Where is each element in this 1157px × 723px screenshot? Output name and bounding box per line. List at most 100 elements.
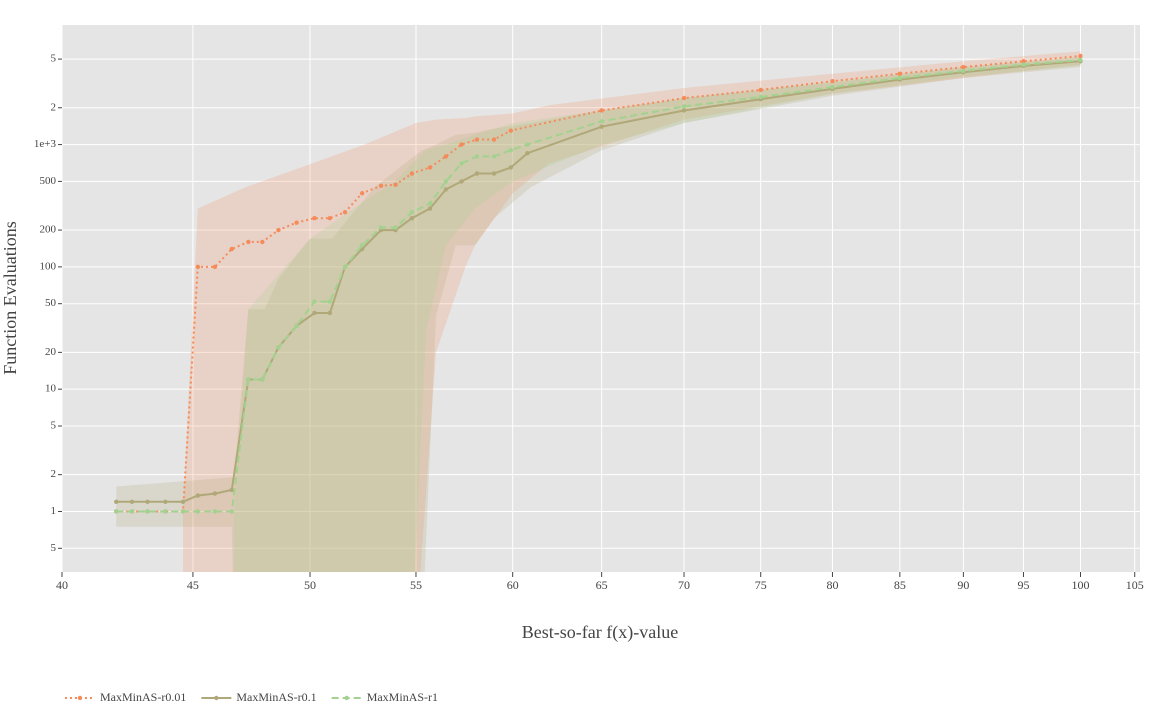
x-tick-label: 40 <box>56 578 68 592</box>
series-marker <box>409 209 415 215</box>
series-marker <box>897 71 903 76</box>
y-tick-label: 5 <box>51 542 57 554</box>
x-tick-label: 50 <box>304 578 316 592</box>
series-marker <box>961 64 966 70</box>
x-tick-label: 55 <box>410 578 422 592</box>
y-tick-label: 2 <box>51 468 57 480</box>
series-marker <box>129 509 135 514</box>
series-marker <box>312 310 317 316</box>
series-marker <box>427 165 433 170</box>
series-marker <box>681 108 687 113</box>
series-marker <box>229 487 234 493</box>
series-marker <box>114 499 119 504</box>
x-axis-title: Best-so-far f(x)-value <box>522 622 678 643</box>
series-marker <box>342 209 348 215</box>
series-marker <box>327 310 333 316</box>
series-marker <box>342 264 348 270</box>
series-marker <box>294 220 299 225</box>
confidence-band <box>234 57 1081 572</box>
series-marker <box>246 377 251 382</box>
series-marker <box>229 509 234 514</box>
y-tick-label: 10 <box>45 383 57 395</box>
legend: MaxMinAS-r0.01 MaxMinAS-r0.1 MaxMinAS-r1 <box>65 690 438 704</box>
series-marker <box>443 154 449 159</box>
x-tick-label: 70 <box>678 578 690 592</box>
series-marker <box>327 299 333 304</box>
series-line <box>116 60 1081 503</box>
series-marker <box>276 345 281 350</box>
series-marker <box>897 75 903 81</box>
series-marker <box>212 264 218 270</box>
y-tick-label: 20 <box>45 346 57 358</box>
series-marker <box>409 171 415 176</box>
series-marker <box>491 137 497 142</box>
series-marker <box>359 191 365 196</box>
x-tick-label: 80 <box>826 578 838 592</box>
series-marker <box>474 137 480 142</box>
series-marker <box>961 68 966 74</box>
y-tick-label: 200 <box>40 224 57 236</box>
series-marker <box>681 104 687 109</box>
series-marker <box>327 216 333 221</box>
x-tick-label: 65 <box>596 578 608 592</box>
y-tick-label: 5 <box>51 53 57 65</box>
y-tick-label: 500 <box>40 175 57 187</box>
grid <box>61 25 1140 572</box>
series-marker <box>1021 59 1026 64</box>
bands <box>116 51 1081 572</box>
labels: 40 45 50 55 60 65 70 75 80 85 90 95 100 105 5 1 2 5 10 20 50… <box>34 53 1144 592</box>
x-tick-label: 60 <box>507 578 519 592</box>
series-marker <box>129 499 135 504</box>
series-marker <box>427 206 433 211</box>
series-marker <box>163 509 168 514</box>
series-marker <box>163 499 168 504</box>
legend-label: MaxMinAS-r1 <box>367 690 438 704</box>
series-marker <box>474 171 480 176</box>
series-marker <box>212 509 218 514</box>
series-marker <box>599 119 604 124</box>
series-marker <box>276 227 281 233</box>
series-marker <box>260 239 265 245</box>
x-tick-label: 100 <box>1071 578 1089 592</box>
legend-label: MaxMinAS-r0.1 <box>236 690 316 704</box>
series-marker <box>145 509 150 514</box>
series-marker <box>195 509 201 514</box>
series-marker <box>393 225 398 230</box>
series-marker <box>491 154 497 159</box>
x-tick-label: 85 <box>894 578 906 592</box>
y-tick-label: 1 <box>51 505 57 517</box>
series-marker <box>443 179 449 184</box>
series-marker <box>830 78 835 84</box>
series-marker <box>260 377 265 382</box>
series-marker <box>312 299 317 304</box>
series-marker <box>378 225 384 230</box>
series-marker <box>525 142 530 147</box>
series-marker <box>525 151 530 156</box>
legend-marker <box>344 695 349 701</box>
series-marker <box>378 183 384 189</box>
series-marker <box>474 154 480 159</box>
series-marker <box>830 84 835 90</box>
series-marker <box>145 499 150 504</box>
series-marker <box>443 187 449 192</box>
series-marker <box>312 216 317 221</box>
series-marker <box>508 147 514 153</box>
series-marker <box>246 239 251 245</box>
x-tick-label: 95 <box>1017 578 1029 592</box>
confidence-band <box>116 57 1081 572</box>
lines <box>114 53 1083 514</box>
series-marker <box>212 491 218 496</box>
series-marker <box>294 323 299 328</box>
y-tick-label: 100 <box>40 260 57 272</box>
series-marker <box>180 499 186 504</box>
series-marker <box>180 509 186 514</box>
series-marker <box>393 182 398 187</box>
legend-label: MaxMinAS-r0.01 <box>100 690 186 704</box>
x-tick-label: 90 <box>957 578 969 592</box>
series-marker <box>491 171 497 176</box>
series-marker <box>599 124 604 129</box>
series-marker <box>1021 62 1026 67</box>
series-marker <box>1078 53 1083 59</box>
series-marker <box>229 246 234 252</box>
